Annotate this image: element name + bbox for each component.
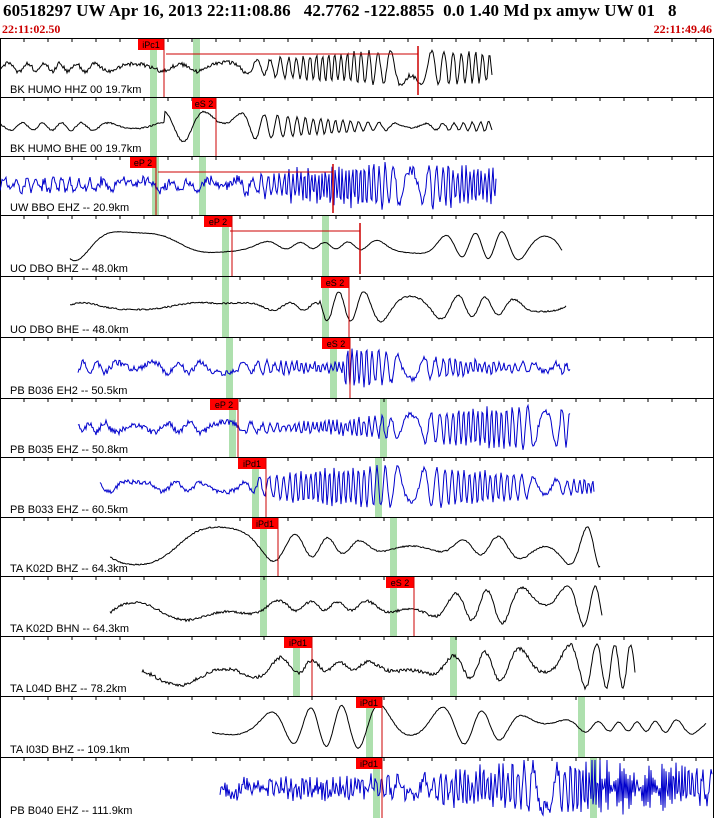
waveform-trace: [70, 291, 567, 323]
station-label: TA K02D BHZ -- 64.3km: [10, 563, 128, 575]
predicted-arrival-band: [222, 216, 229, 276]
waveform-trace: [0, 49, 493, 87]
predicted-arrival-band: [193, 98, 200, 156]
waveform-trace: [0, 161, 497, 210]
predicted-arrival-band: [193, 39, 200, 97]
pick-label: eS 2: [195, 99, 214, 109]
pick-label: iPd1: [360, 759, 378, 769]
station-label: UO DBO BHZ -- 48.0km: [10, 263, 128, 275]
pick-flag[interactable]: [284, 637, 312, 648]
station-label: UO DBO BHE -- 48.0km: [10, 324, 129, 336]
predicted-arrival-band: [222, 277, 229, 337]
waveform-trace: [219, 759, 713, 817]
pick-flag[interactable]: [252, 518, 278, 529]
pick-label: iPd1: [243, 459, 261, 469]
waveform-trace: [109, 526, 601, 568]
pick-flag[interactable]: [321, 277, 349, 288]
pick-label: iPd1: [360, 698, 378, 708]
waveform-trace: [109, 585, 603, 628]
predicted-arrival-band: [322, 277, 329, 337]
pick-label: eP 2: [134, 158, 152, 168]
trace-panel: eS 2 BK HUMO BHE 00 19.7km: [0, 97, 714, 157]
trace-panel: iPd1 TA K02D BHZ -- 64.3km: [0, 517, 714, 577]
trace-panel: iPc1 BK HUMO HHZ 00 19.7km: [0, 38, 714, 98]
station-label: PB B040 EHZ -- 111.9km: [10, 805, 132, 817]
start-time: 22:11:02.50: [2, 22, 61, 36]
predicted-arrival-band: [366, 697, 373, 757]
waveform-trace: [212, 704, 707, 750]
station-label: PB B036 EH2 -- 50.5km: [10, 385, 127, 397]
seismogram-stack: iPc1 BK HUMO HHZ 00 19.7km eS 2 BK HUMO BHE…: [0, 38, 714, 818]
end-time: 22:11:49.46: [653, 22, 712, 36]
pick-flag[interactable]: [204, 216, 232, 227]
plot-header: 60518297 UW Apr 16, 2013 22:11:08.86 42.…: [0, 0, 714, 38]
pick-label: iPd1: [289, 638, 307, 648]
pick-label: eP 2: [209, 217, 227, 227]
waveform-trace: [69, 231, 563, 262]
pick-flag[interactable]: [356, 697, 382, 708]
pick-flag[interactable]: [130, 157, 156, 168]
trace-panel: iPd1 TA L04D BHZ -- 78.2km: [0, 636, 714, 697]
pick-label: iPd1: [256, 519, 274, 529]
predicted-arrival-band: [578, 697, 585, 757]
predicted-arrival-band: [373, 758, 380, 818]
station-label: TA I03D BHZ -- 109.1km: [10, 744, 130, 756]
trace-panel: eP 2 UW BBO EHZ -- 20.9km: [0, 156, 714, 216]
predicted-arrival-band: [322, 216, 329, 276]
pick-label: iPc1: [142, 40, 160, 50]
predicted-arrival-band: [330, 338, 337, 398]
waveform-trace: [141, 642, 636, 691]
event-title: 60518297 UW Apr 16, 2013 22:11:08.86 42.…: [3, 1, 677, 20]
pick-flag[interactable]: [192, 98, 216, 109]
waveform-trace: [0, 110, 493, 143]
pick-flag[interactable]: [386, 577, 414, 588]
station-label: BK HUMO BHE 00 19.7km: [10, 143, 141, 155]
pick-label: eP 2: [215, 400, 233, 410]
pick-flag[interactable]: [210, 399, 238, 410]
waveform-trace: [77, 348, 571, 388]
predicted-arrival-band: [293, 637, 300, 696]
trace-panel: eS 2 UO DBO BHE -- 48.0km: [0, 276, 714, 338]
pick-flag[interactable]: [138, 39, 164, 50]
trace-panel: iPd1 PB B033 EHZ -- 60.5km: [0, 457, 714, 518]
waveform-trace: [99, 465, 595, 508]
trace-panel: iPd1 PB B040 EHZ -- 111.9km: [0, 757, 714, 818]
station-label: UW BBO EHZ -- 20.9km: [10, 202, 129, 214]
predicted-arrival-band: [260, 577, 267, 636]
predicted-arrival-band: [226, 338, 233, 398]
pick-label: eS 2: [391, 578, 410, 588]
trace-panel: eS 2 TA K02D BHN -- 64.3km: [0, 576, 714, 637]
trace-panel: eP 2 UO DBO BHZ -- 48.0km: [0, 215, 714, 277]
pick-flag[interactable]: [356, 758, 382, 769]
trace-panel: eS 2 PB B036 EH2 -- 50.5km: [0, 337, 714, 399]
trace-panel: eP 2 PB B035 EHZ -- 50.8km: [0, 398, 714, 458]
pick-flag[interactable]: [238, 458, 266, 469]
station-label: TA K02D BHN -- 64.3km: [10, 623, 129, 635]
trace-panel: iPd1 TA I03D BHZ -- 109.1km: [0, 696, 714, 758]
waveform-trace: [77, 403, 571, 450]
predicted-arrival-band: [260, 518, 267, 576]
predicted-arrival-band: [390, 518, 397, 576]
pick-label: eS 2: [327, 339, 346, 349]
pick-flag[interactable]: [322, 338, 350, 349]
predicted-arrival-band: [229, 399, 236, 457]
predicted-arrival-band: [590, 758, 597, 818]
station-label: PB B033 EHZ -- 60.5km: [10, 504, 128, 516]
predicted-arrival-band: [390, 577, 397, 636]
predicted-arrival-band: [199, 157, 206, 215]
predicted-arrival-band: [150, 98, 157, 156]
station-label: TA L04D BHZ -- 78.2km: [10, 683, 127, 695]
pick-label: eS 2: [326, 278, 345, 288]
predicted-arrival-band: [450, 637, 457, 696]
station-label: BK HUMO HHZ 00 19.7km: [10, 84, 141, 96]
station-label: PB B035 EHZ -- 50.8km: [10, 444, 128, 456]
